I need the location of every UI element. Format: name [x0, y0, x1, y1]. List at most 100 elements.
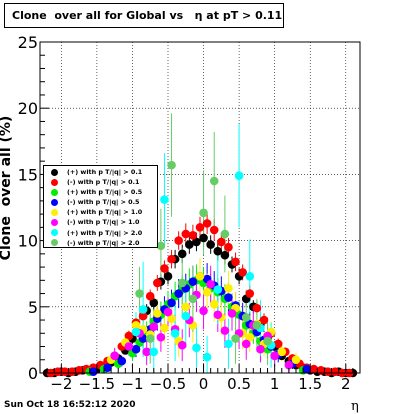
x-tick-label: −2 — [50, 375, 72, 393]
data-point — [124, 331, 134, 341]
y-tick-label: 25 — [18, 33, 38, 52]
legend-label: (+) with p T/|q| > 0.1 — [67, 168, 143, 176]
data-point — [220, 250, 230, 260]
data-point — [259, 315, 269, 325]
data-point — [270, 351, 279, 361]
data-point — [213, 285, 223, 294]
legend-label: (-) with p T/|q| > 0.5 — [67, 198, 140, 207]
data-point — [252, 303, 262, 313]
data-point — [131, 327, 141, 337]
data-point — [185, 240, 194, 249]
data-point — [160, 323, 169, 333]
legend-label: (-) with p T/|q| > 2.0 — [67, 238, 140, 247]
data-point — [202, 352, 212, 362]
data-point — [174, 289, 183, 298]
data-point — [195, 272, 205, 281]
y-tick-label: 10 — [18, 232, 38, 251]
legend-marker — [51, 208, 58, 216]
data-point — [170, 328, 180, 338]
data-point — [199, 208, 208, 218]
data-point — [263, 336, 272, 346]
data-point — [149, 298, 159, 308]
data-point — [302, 364, 311, 374]
legend-entry: (-) with p T/|q| > 0.5 — [44, 197, 157, 207]
data-point — [209, 299, 219, 309]
data-point — [256, 344, 265, 354]
data-point — [241, 313, 251, 322]
data-point — [145, 291, 155, 301]
data-point — [181, 311, 191, 321]
chart-title: Clone over all for Global vs η at pT > 0… — [4, 3, 284, 28]
x-tick-label: −1 — [121, 375, 143, 393]
x-axis-label: η — [351, 399, 359, 414]
data-point — [167, 254, 176, 264]
y-axis-label: Clone over all (%) — [0, 115, 14, 261]
legend-marker — [51, 229, 58, 237]
legend-marker — [51, 218, 58, 226]
x-tick-label: −0.5 — [150, 375, 186, 393]
y-tick-label: 0 — [28, 364, 38, 383]
data-point — [206, 279, 215, 289]
data-point — [110, 351, 119, 361]
data-point — [199, 306, 208, 316]
data-point — [138, 311, 148, 321]
data-point — [53, 367, 63, 376]
data-point — [217, 237, 226, 247]
data-point — [188, 231, 198, 240]
legend-entry: (+) with p T/|q| > 0.5 — [44, 187, 157, 197]
legend-marker — [51, 239, 58, 247]
data-point — [153, 309, 162, 318]
data-point — [238, 268, 247, 277]
axis-ticks: 0 5 10 15 20 25 −2 −1.5 −1 −0.5 0 0.5 1 1.5 2 — [18, 33, 361, 393]
legend-marker — [51, 188, 58, 196]
y-tick-label: 5 — [28, 298, 38, 317]
data-point — [188, 294, 198, 304]
data-point — [174, 236, 183, 245]
legend-label: (+) with p T/|q| > 1.0 — [67, 208, 143, 217]
legend-label: (+) with p T/|q| > 2.0 — [67, 228, 143, 237]
x-tick-label: 0 — [199, 375, 209, 393]
data-point — [149, 322, 159, 331]
data-point — [167, 160, 176, 170]
data-point — [241, 339, 251, 349]
data-point — [167, 314, 176, 324]
data-point — [231, 257, 240, 267]
data-point — [252, 321, 262, 330]
legend-label: (+) with p T/|q| > 0.5 — [67, 188, 143, 197]
data-point — [202, 219, 212, 228]
data-point — [224, 242, 233, 252]
data-point — [291, 355, 301, 365]
data-point — [227, 309, 237, 318]
data-point — [224, 293, 233, 302]
timestamp: Sun Oct 18 16:52:12 2020 — [4, 400, 136, 410]
data-point — [160, 264, 169, 273]
data-point — [138, 305, 148, 314]
data-point — [131, 344, 141, 354]
legend-entry: (+) with p T/|q| > 1.0 — [44, 207, 157, 217]
data-point — [156, 332, 166, 342]
data-point — [177, 278, 187, 288]
data-point — [177, 249, 187, 259]
data-point — [245, 289, 255, 298]
data-point — [224, 339, 233, 349]
data-point — [163, 307, 173, 317]
data-point — [177, 340, 187, 350]
data-point — [323, 367, 333, 376]
data-point — [167, 298, 176, 308]
data-point — [156, 241, 166, 251]
data-point — [220, 229, 230, 239]
data-point — [273, 339, 283, 349]
data-point — [220, 326, 230, 335]
data-point — [277, 347, 287, 357]
legend-marker — [51, 168, 58, 176]
data-point — [89, 367, 98, 376]
data-point — [309, 364, 319, 374]
data-point — [195, 223, 205, 232]
data-point — [67, 367, 77, 376]
data-point — [192, 343, 201, 353]
data-point — [224, 283, 233, 293]
data-point — [135, 289, 144, 298]
data-point — [153, 278, 162, 288]
data-point — [206, 240, 215, 249]
